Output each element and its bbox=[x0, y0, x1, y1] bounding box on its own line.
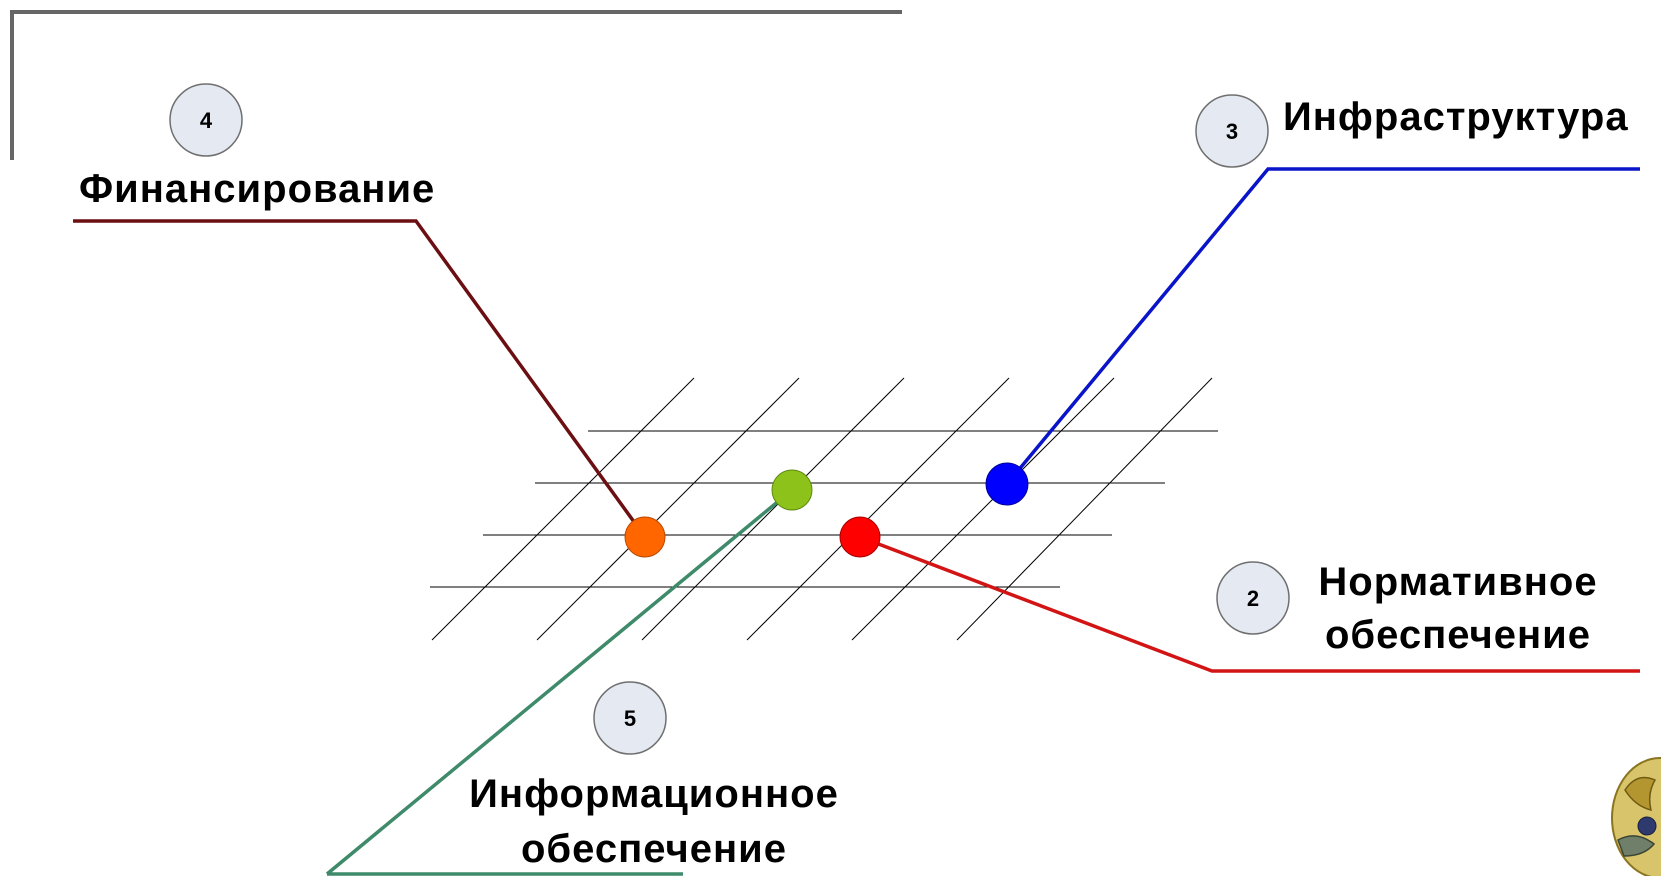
normative-label-line1: Нормативное bbox=[1318, 560, 1597, 604]
information-number: 5 bbox=[624, 706, 636, 731]
financing-dot bbox=[624, 516, 666, 558]
grid-diagonal-line bbox=[746, 377, 1010, 641]
normative-number: 2 bbox=[1247, 586, 1259, 611]
information-label-line2: обеспечение bbox=[521, 827, 787, 871]
financing-number: 4 bbox=[200, 108, 213, 133]
coat-of-arms-emblem-icon bbox=[1611, 757, 1661, 876]
information-badge: 5 bbox=[593, 681, 667, 755]
normative-dot bbox=[839, 516, 881, 558]
information-dot bbox=[771, 469, 813, 511]
normative-label-line2: обеспечение bbox=[1325, 613, 1591, 657]
infrastructure-number: 3 bbox=[1226, 119, 1238, 144]
grid-diagonal-line bbox=[431, 377, 695, 641]
frame-corner bbox=[10, 10, 902, 160]
normative-connector bbox=[859, 535, 1640, 673]
normative-badge: 2 bbox=[1216, 561, 1290, 635]
infrastructure-dot bbox=[985, 462, 1029, 506]
financing-badge: 4 bbox=[169, 83, 243, 157]
information-connector-diagonal bbox=[325, 488, 794, 876]
financing-label: Финансирование bbox=[79, 167, 435, 211]
information-label-line1: Информационное bbox=[469, 772, 839, 816]
grid-diagonal-line bbox=[536, 377, 800, 641]
financing-connector bbox=[73, 219, 647, 539]
infrastructure-connector bbox=[1005, 167, 1640, 486]
grid-diagonal-line bbox=[956, 377, 1213, 641]
grid-diagonal-line bbox=[851, 377, 1115, 641]
infrastructure-label: Инфраструктура bbox=[1283, 95, 1629, 139]
grid-diagonal-line bbox=[641, 377, 905, 641]
infrastructure-badge: 3 bbox=[1195, 94, 1269, 168]
grid-lattice bbox=[430, 377, 1218, 641]
